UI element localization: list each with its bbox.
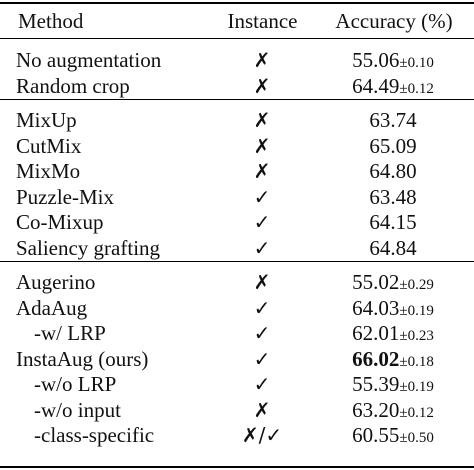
table-row: CutMix ✗ 65.09 (0, 133, 474, 159)
accuracy-value: 62.01 (352, 321, 400, 345)
instance-cell: ✗ (253, 108, 271, 132)
accuracy-cell: 63.20±0.12 (318, 397, 468, 426)
bottom-rule (0, 466, 474, 468)
method-cell: Co-Mixup (16, 210, 104, 234)
method-cell: Saliency grafting (16, 236, 161, 260)
method-cell: InstaAug (ours) (16, 347, 149, 371)
table-row: -class-specific ✗/✓ 60.55±0.50 (0, 422, 474, 448)
table-row: InstaAug (ours) ✓ 66.02±0.18 (0, 346, 474, 372)
table-row: -w/o LRP ✓ 55.39±0.19 (0, 371, 474, 397)
method-cell: No augmentation (16, 48, 162, 72)
group-separator (0, 99, 474, 100)
method-cell: MixUp (16, 108, 77, 132)
instance-cell: ✗ (253, 48, 271, 72)
accuracy-cell: 64.80 (318, 158, 468, 184)
accuracy-cell: 55.06±0.10 (318, 47, 468, 76)
accuracy-value: 65.09 (369, 134, 417, 158)
accuracy-std: ±0.12 (399, 81, 434, 97)
group-separator (0, 261, 474, 262)
accuracy-value: 64.15 (369, 210, 417, 234)
accuracy-std: ±0.19 (399, 379, 434, 395)
accuracy-cell: 64.03±0.19 (318, 295, 468, 324)
instance-cell: ✗ (253, 398, 271, 422)
accuracy-cell: 65.09 (318, 133, 468, 159)
method-cell: CutMix (16, 134, 82, 158)
instance-cell: ✗ (253, 270, 271, 294)
accuracy-std: ±0.50 (399, 430, 434, 446)
table-row: Random crop ✗ 64.49±0.12 (0, 73, 474, 99)
accuracy-value: 64.49 (352, 74, 400, 98)
instance-cell: ✓ (253, 236, 271, 260)
instance-cell: ✓ (253, 296, 271, 320)
accuracy-std: ±0.19 (399, 303, 434, 319)
accuracy-value: 55.39 (352, 372, 400, 396)
method-cell: Puzzle-Mix (16, 185, 114, 209)
method-cell: Random crop (16, 74, 130, 98)
instance-cell: ✗ (253, 134, 271, 158)
accuracy-cell: 64.49±0.12 (318, 73, 468, 102)
accuracy-value: 66.02 (352, 347, 400, 371)
accuracy-cell: 64.84 (318, 235, 468, 261)
table-row: Puzzle-Mix ✓ 63.48 (0, 184, 474, 210)
accuracy-value: 63.20 (352, 398, 400, 422)
method-cell: -w/o LRP (34, 372, 117, 396)
header-instance: Instance (227, 9, 298, 33)
accuracy-value: 55.02 (352, 270, 400, 294)
method-cell: AdaAug (16, 296, 88, 320)
accuracy-cell: 55.39±0.19 (318, 371, 468, 400)
accuracy-value: 63.74 (369, 108, 417, 132)
method-cell: Augerino (16, 270, 96, 294)
accuracy-cell: 64.15 (318, 209, 468, 235)
table-row: Co-Mixup ✓ 64.15 (0, 209, 474, 235)
method-cell: -class-specific (34, 423, 155, 447)
instance-cell: ✗ (253, 74, 271, 98)
instance-cell: ✓ (253, 347, 271, 371)
top-rule (0, 2, 474, 4)
instance-cell: ✓ (253, 321, 271, 345)
accuracy-std: ±0.12 (399, 405, 434, 421)
accuracy-std: ±0.10 (399, 55, 434, 71)
accuracy-value: 64.80 (369, 159, 417, 183)
header-rule (0, 38, 474, 39)
instance-cell: ✓ (253, 210, 271, 234)
accuracy-cell: 66.02±0.18 (318, 346, 468, 375)
header-accuracy: Accuracy (%) (335, 9, 453, 33)
instance-cell: ✓ (253, 185, 271, 209)
accuracy-std: ±0.23 (399, 328, 434, 344)
table-row: -w/ LRP ✓ 62.01±0.23 (0, 320, 474, 346)
accuracy-value: 64.84 (369, 236, 417, 260)
accuracy-value: 63.48 (369, 185, 417, 209)
accuracy-cell: 55.02±0.29 (318, 269, 468, 298)
method-cell: -w/ LRP (34, 321, 106, 345)
table-row: Saliency grafting ✓ 64.84 (0, 235, 474, 261)
accuracy-std: ±0.18 (399, 354, 434, 370)
table-row: No augmentation ✗ 55.06±0.10 (0, 47, 474, 73)
instance-cell: ✓ (253, 372, 271, 396)
header-row: Method Instance Accuracy (%) (0, 8, 474, 34)
instance-cell: ✗/✓ (241, 423, 283, 447)
table-row: MixMo ✗ 64.80 (0, 158, 474, 184)
header-method: Method (18, 9, 84, 33)
accuracy-cell: 63.48 (318, 184, 468, 210)
table-row: MixUp ✗ 63.74 (0, 107, 474, 133)
accuracy-cell: 62.01±0.23 (318, 320, 468, 349)
accuracy-cell: 60.55±0.50 (318, 422, 468, 451)
accuracy-cell: 63.74 (318, 107, 468, 133)
table-row: AdaAug ✓ 64.03±0.19 (0, 295, 474, 321)
instance-cell: ✗ (253, 159, 271, 183)
method-cell: MixMo (16, 159, 81, 183)
table-row: -w/o input ✗ 63.20±0.12 (0, 397, 474, 423)
accuracy-value: 60.55 (352, 423, 400, 447)
method-cell: -w/o input (34, 398, 121, 422)
table-row: Augerino ✗ 55.02±0.29 (0, 269, 474, 295)
accuracy-value: 55.06 (352, 48, 400, 72)
accuracy-value: 64.03 (352, 296, 400, 320)
accuracy-std: ±0.29 (399, 277, 434, 293)
